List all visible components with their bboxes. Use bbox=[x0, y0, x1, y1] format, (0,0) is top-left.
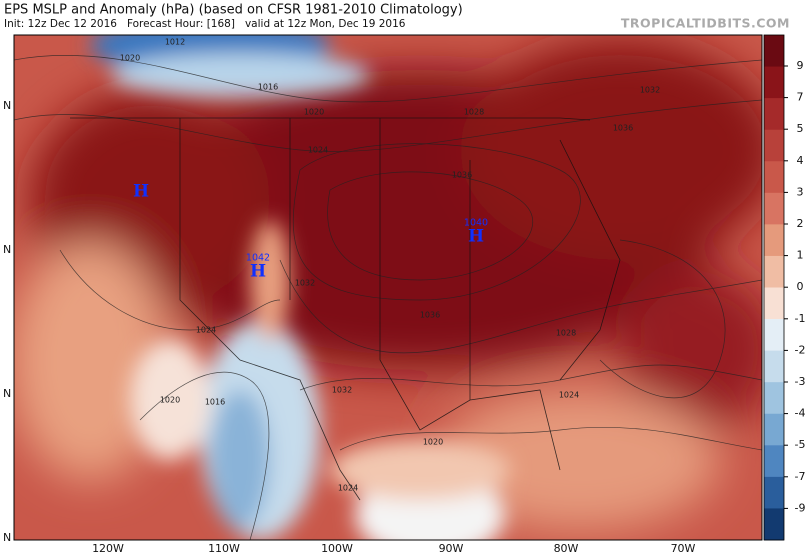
colorbar-label: 2 bbox=[797, 217, 804, 230]
longitude-label: 70W bbox=[671, 542, 696, 555]
latitude-label: N bbox=[3, 243, 11, 256]
colorbar-swatch bbox=[764, 255, 784, 288]
colorbar-swatch bbox=[764, 192, 784, 225]
isobar-label: 1032 bbox=[640, 86, 660, 95]
colorbar-label: -1 bbox=[795, 312, 806, 325]
isobar-label: 1020 bbox=[160, 396, 180, 405]
map-frame bbox=[13, 34, 763, 541]
borders bbox=[70, 117, 621, 501]
longitude-label: 100W bbox=[321, 542, 353, 555]
longitude-label: 110W bbox=[208, 542, 240, 555]
isobar-label: 1036 bbox=[613, 124, 633, 133]
colorbar-swatch bbox=[764, 129, 784, 162]
longitude-label: 120W bbox=[92, 542, 124, 555]
colorbar: 9 7 5 4 3 2 1 0 -1 -2 -3 -4 -5 -7 -9 bbox=[763, 34, 806, 541]
isobar-label: 1024 bbox=[308, 146, 328, 155]
colorbar-swatch bbox=[764, 287, 784, 320]
latitude-label: N bbox=[3, 387, 11, 400]
longitude-label: 90W bbox=[439, 542, 464, 555]
colorbar-swatch bbox=[764, 66, 784, 99]
colorbar-label: 4 bbox=[797, 154, 804, 167]
colorbar-label: -5 bbox=[795, 438, 806, 451]
colorbar-swatch bbox=[764, 382, 784, 415]
isobar-label: 1020 bbox=[423, 438, 443, 447]
latitude-label: N bbox=[3, 531, 11, 544]
colorbar-label: 3 bbox=[797, 185, 804, 198]
longitude-label: 80W bbox=[554, 542, 579, 555]
colorbar-swatch bbox=[764, 445, 784, 478]
subtitle: Init: 12z Dec 12 2016 Forecast Hour: [16… bbox=[4, 18, 406, 30]
isobar-label: 1016 bbox=[258, 83, 278, 92]
colorbar-swatch bbox=[764, 476, 784, 509]
colorbar-swatch bbox=[764, 350, 784, 383]
isobar-label: 1024 bbox=[559, 391, 579, 400]
credit: TROPICALTIDBITS.COM bbox=[621, 16, 790, 31]
colorbar-swatch bbox=[764, 224, 784, 257]
colorbar-swatch bbox=[764, 508, 784, 541]
isobar-label: 1032 bbox=[332, 386, 352, 395]
title: EPS MSLP and Anomaly (hPa) (based on CFS… bbox=[4, 3, 463, 18]
colorbar-swatch bbox=[764, 98, 784, 131]
colorbar-swatch bbox=[764, 161, 784, 194]
isobar-label: 1036 bbox=[452, 171, 472, 180]
map bbox=[14, 35, 762, 540]
high-letter: H bbox=[250, 262, 266, 282]
high-letter: H bbox=[133, 182, 149, 202]
colorbar-label: 0 bbox=[797, 280, 804, 293]
colorbar-swatch bbox=[764, 413, 784, 446]
isobar-label: 1028 bbox=[464, 108, 484, 117]
colorbar-label: 9 bbox=[797, 59, 804, 72]
colorbar-label: -7 bbox=[795, 470, 806, 483]
colorbar-swatch bbox=[764, 319, 784, 352]
high-value: 1042 bbox=[246, 253, 270, 264]
isobars bbox=[14, 54, 762, 540]
anomaly-field-detail bbox=[90, 35, 510, 540]
isobar-label: 1012 bbox=[165, 38, 185, 47]
colorbar-label: -4 bbox=[795, 407, 806, 420]
colorbar-label: -3 bbox=[795, 375, 806, 388]
isobar-label: 1020 bbox=[120, 54, 140, 63]
colorbar-label: -2 bbox=[795, 343, 806, 356]
colorbar-label: 7 bbox=[797, 91, 804, 104]
latitude-label: N bbox=[3, 99, 11, 112]
isobar-label: 1024 bbox=[196, 326, 216, 335]
high-value: 1040 bbox=[464, 218, 488, 229]
high-letter: H bbox=[468, 227, 484, 247]
isobar-label: 1032 bbox=[295, 279, 315, 288]
colorbar-label: 5 bbox=[797, 122, 804, 135]
colorbar-label: -9 bbox=[795, 501, 806, 514]
colorbar-swatch bbox=[764, 35, 784, 68]
isobar-label: 1036 bbox=[420, 311, 440, 320]
isobar-label: 1028 bbox=[556, 329, 576, 338]
isobar-label: 1016 bbox=[205, 398, 225, 407]
isobar-label: 1020 bbox=[304, 108, 324, 117]
colorbar-label: 1 bbox=[797, 249, 804, 262]
isobar-label: 1024 bbox=[338, 484, 358, 493]
